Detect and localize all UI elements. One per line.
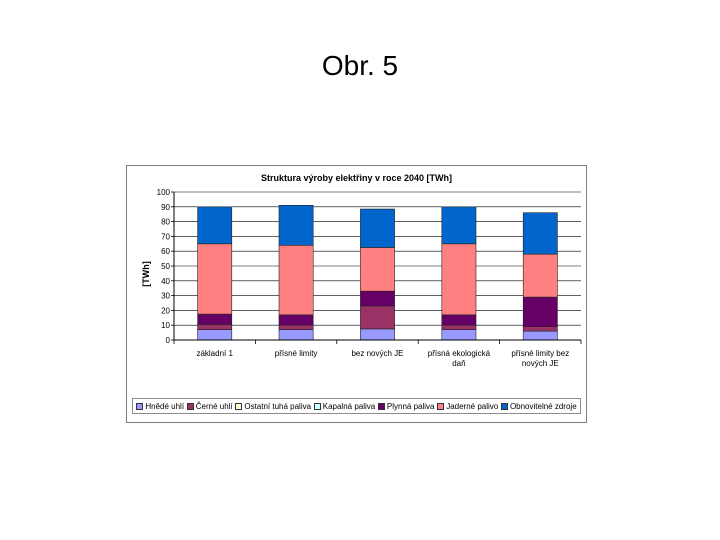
- y-tick-label: 10: [161, 321, 170, 330]
- bar-segment: [441, 329, 477, 341]
- x-tick-label: přísné limity bez: [511, 349, 569, 358]
- legend-item: Jaderné palivo: [437, 402, 498, 411]
- legend-label: Černé uhlí: [195, 401, 233, 411]
- y-axis-label: [TWh]: [141, 261, 151, 286]
- x-tick-label: bez nových JE: [351, 349, 403, 358]
- legend-item: Kapalná paliva: [313, 401, 376, 411]
- bar-segment: [278, 314, 314, 326]
- legend-swatch: [313, 402, 321, 410]
- legend-label: Obnovitelné zdroje: [509, 401, 577, 411]
- slide-title: Obr. 5: [321, 50, 399, 81]
- chart-container: Struktura výroby elektřiny v roce 2040 […: [126, 165, 587, 423]
- bar-segment: [522, 212, 558, 255]
- y-tick-label: 30: [161, 292, 170, 301]
- chart-title: Struktura výroby elektřiny v roce 2040 […: [261, 173, 452, 183]
- legend-item: Obnovitelné zdroje: [500, 401, 577, 411]
- x-tick-label: přísná ekologická: [428, 349, 491, 358]
- bar-segment: [441, 243, 477, 316]
- legend-item: Plynná paliva: [377, 401, 435, 411]
- bars: [197, 205, 558, 341]
- y-tick-label: 100: [157, 188, 171, 197]
- bar-segment: [360, 328, 395, 341]
- legend-swatch: [377, 402, 385, 410]
- x-tick-label: nových JE: [522, 359, 559, 368]
- bar-segment: [197, 313, 233, 325]
- bar-segment: [441, 324, 477, 330]
- legend-swatch: [235, 402, 243, 410]
- bar-segment: [278, 205, 314, 246]
- y-tick-label: 50: [161, 262, 170, 271]
- bar-segment: [360, 305, 395, 330]
- bar-segment: [278, 329, 314, 341]
- x-tick-label: základní 1: [196, 349, 233, 358]
- y-tick-label: 60: [161, 247, 170, 256]
- bar-segment: [441, 314, 477, 326]
- bar-segment: [522, 330, 558, 341]
- bar-segment: [197, 329, 233, 341]
- y-tick-label: 40: [161, 277, 170, 286]
- x-tick-label: daň: [452, 359, 465, 368]
- bar-segment: [360, 290, 395, 307]
- y-tick-label: 80: [161, 218, 170, 227]
- y-tick-label: 70: [161, 232, 170, 241]
- bar-segment: [197, 324, 233, 330]
- legend-label: Ostatní tuhá paliva: [244, 401, 312, 411]
- legend-swatch: [136, 402, 144, 410]
- legend-swatch: [437, 402, 445, 410]
- bar-segment: [522, 296, 558, 327]
- bar-segment: [360, 208, 395, 248]
- bar-segment: [278, 244, 314, 316]
- legend: Hnědé uhlí Černé uhlí Ostatní tuhá paliva K…: [132, 398, 581, 414]
- stacked-bar-chart: Struktura výroby elektřiny v roce 2040 […: [141, 173, 582, 368]
- y-tick-label: 20: [161, 306, 170, 315]
- y-tick-labels: 0 10 20 30 40 50 60 70 80 90 100: [157, 188, 174, 345]
- bar-segment: [522, 253, 558, 298]
- bar-segment: [197, 243, 233, 315]
- legend-swatch: [186, 402, 194, 410]
- x-tick-label: přísné limity: [275, 349, 318, 358]
- y-tick-label: 90: [161, 203, 170, 212]
- bar-segment: [278, 324, 314, 330]
- legend-item: Hnědé uhlí: [136, 402, 184, 411]
- legend-label: Jaderné palivo: [446, 401, 499, 411]
- x-tick-labels: základní 1 přísné limity bez nových JE přís…: [196, 349, 569, 368]
- bar-segment: [197, 206, 233, 245]
- bar-segment: [441, 206, 477, 245]
- legend-swatch: [500, 402, 508, 410]
- bar-segment: [360, 247, 395, 292]
- legend-label: Plynná paliva: [386, 401, 435, 411]
- legend-item: Černé uhlí: [186, 401, 233, 411]
- y-tick-label: 0: [166, 336, 171, 345]
- legend-label: Kapalná paliva: [322, 401, 376, 411]
- bar-segment: [522, 326, 558, 332]
- legend-label: Hnědé uhlí: [145, 401, 185, 411]
- legend-item: Ostatní tuhá paliva: [235, 402, 311, 411]
